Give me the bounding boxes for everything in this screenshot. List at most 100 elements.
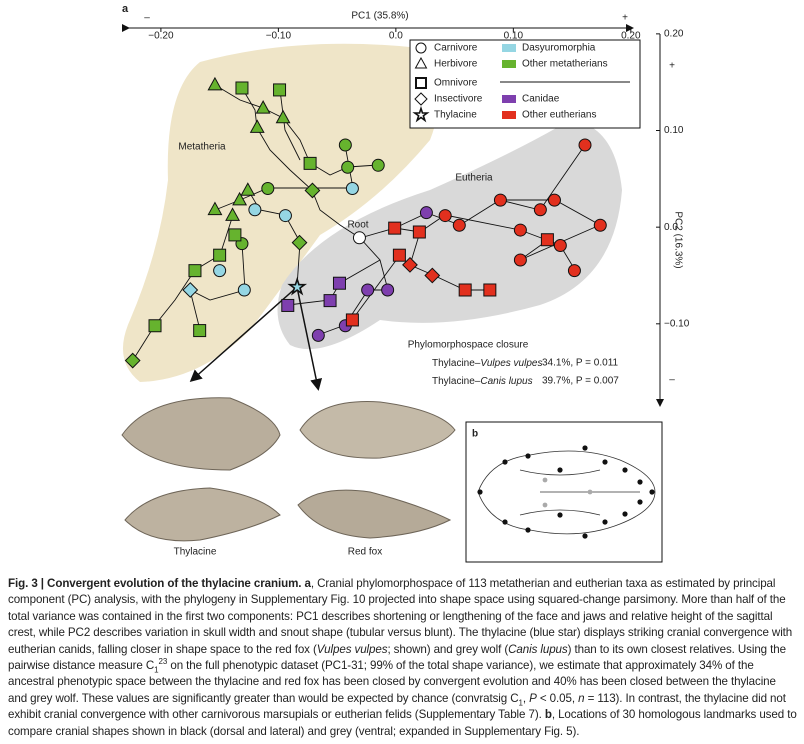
point <box>148 319 162 333</box>
x-tick-label: 0.10 <box>504 31 524 42</box>
legend-marker <box>414 92 428 106</box>
panel-label: a <box>122 3 129 15</box>
photo-label: Red fox <box>348 547 382 558</box>
point <box>402 256 418 273</box>
caption-text: < 0.05, <box>536 691 579 705</box>
point <box>207 76 223 91</box>
legend-marker <box>412 105 430 123</box>
point <box>553 239 567 253</box>
caption-text: Fig. 3 | Convergent evolution of the thy… <box>8 577 311 590</box>
point <box>303 156 317 170</box>
caption-text: ; shown) and grey wolf ( <box>387 642 509 656</box>
legend-label: Other metatherians <box>522 59 608 70</box>
point <box>249 119 265 133</box>
caption-text: Vulpes vulpes <box>316 642 388 656</box>
point <box>361 283 375 297</box>
point <box>287 276 308 296</box>
landmark-drawing <box>477 445 656 539</box>
legend-marker <box>414 56 428 69</box>
point <box>452 218 466 232</box>
point <box>311 328 325 342</box>
caption-text: 1 <box>154 665 159 675</box>
legend-label: Canidae <box>522 94 560 105</box>
point <box>513 253 527 267</box>
point <box>540 233 554 247</box>
point <box>248 203 262 217</box>
legend-marker <box>415 77 427 89</box>
caption-text: P <box>529 691 537 705</box>
point <box>345 313 359 327</box>
point <box>323 294 337 308</box>
caption-text: , Cranial phylomorphospace of 113 metath… <box>8 577 793 656</box>
point <box>228 228 242 242</box>
y-tick-label: −0.10 <box>664 318 690 329</box>
arrow <box>296 286 323 391</box>
point <box>232 191 248 206</box>
point <box>207 201 223 216</box>
point <box>345 182 359 196</box>
point <box>275 109 291 124</box>
point <box>513 223 527 237</box>
point <box>392 248 406 262</box>
x-minus: – <box>144 13 150 24</box>
point <box>438 209 452 223</box>
legend-swatch <box>502 60 516 68</box>
skull-photos <box>121 397 456 542</box>
point <box>412 225 426 239</box>
point <box>273 83 287 97</box>
point <box>381 283 395 297</box>
point <box>424 267 441 284</box>
legend-label: Carnivore <box>434 43 478 54</box>
point <box>213 248 227 262</box>
y-minus: – <box>669 375 675 386</box>
point <box>388 221 402 235</box>
legend-swatch <box>502 44 516 52</box>
caption-text: 1 <box>518 698 523 708</box>
root-label: Root <box>347 219 368 230</box>
point <box>193 324 207 338</box>
point <box>493 193 507 207</box>
y-axis-title: PC2 (16.3%) <box>672 211 683 268</box>
caption-text: 23 <box>158 657 168 667</box>
caption-text: , <box>522 691 530 705</box>
point <box>332 276 346 290</box>
point <box>213 264 227 278</box>
point <box>235 81 249 95</box>
point <box>188 264 202 278</box>
figure: a PC1 (35.8%) + – + – PC2 (16.3%) Metath… <box>121 3 690 563</box>
x-axis-title: PC1 (35.8%) <box>351 11 408 22</box>
point <box>419 206 433 220</box>
x-tick-label: −0.10 <box>266 31 292 42</box>
photo-label: Thylacine <box>174 547 217 558</box>
point <box>281 298 295 312</box>
point <box>182 282 199 298</box>
point <box>255 100 271 114</box>
x-tick-label: 0.20 <box>621 31 641 42</box>
arrow <box>189 286 298 382</box>
point <box>261 182 275 196</box>
point <box>533 203 547 217</box>
closure-row: Thylacine–Canis lupus <box>432 376 533 387</box>
x-plus: + <box>622 13 628 24</box>
legend-label: Omnivore <box>434 78 478 89</box>
point <box>304 182 321 199</box>
point <box>237 283 251 297</box>
y-tick-label: 0.20 <box>664 29 684 40</box>
legend-swatch <box>502 111 516 119</box>
caption-text: ) than to its own closest relatives. Usi… <box>8 642 786 673</box>
legend-label: Dasyuromorphia <box>522 43 596 54</box>
region-label: Metatheria <box>178 142 226 153</box>
point <box>291 234 308 251</box>
panel-label: b <box>472 429 478 440</box>
point <box>124 352 141 369</box>
phylogeny <box>132 84 602 361</box>
legend-swatch <box>502 95 516 103</box>
x-tick-label: 0.0 <box>389 31 403 42</box>
legend-marker <box>415 42 427 54</box>
caption-text: n <box>578 691 585 705</box>
caption: Fig. 3 | Convergent evolution of the thy… <box>8 576 798 740</box>
point <box>338 138 352 152</box>
point <box>458 283 472 297</box>
y-tick-label: 0.0 <box>664 222 678 233</box>
closure-stat: 39.7%, P = 0.007 <box>542 376 619 387</box>
